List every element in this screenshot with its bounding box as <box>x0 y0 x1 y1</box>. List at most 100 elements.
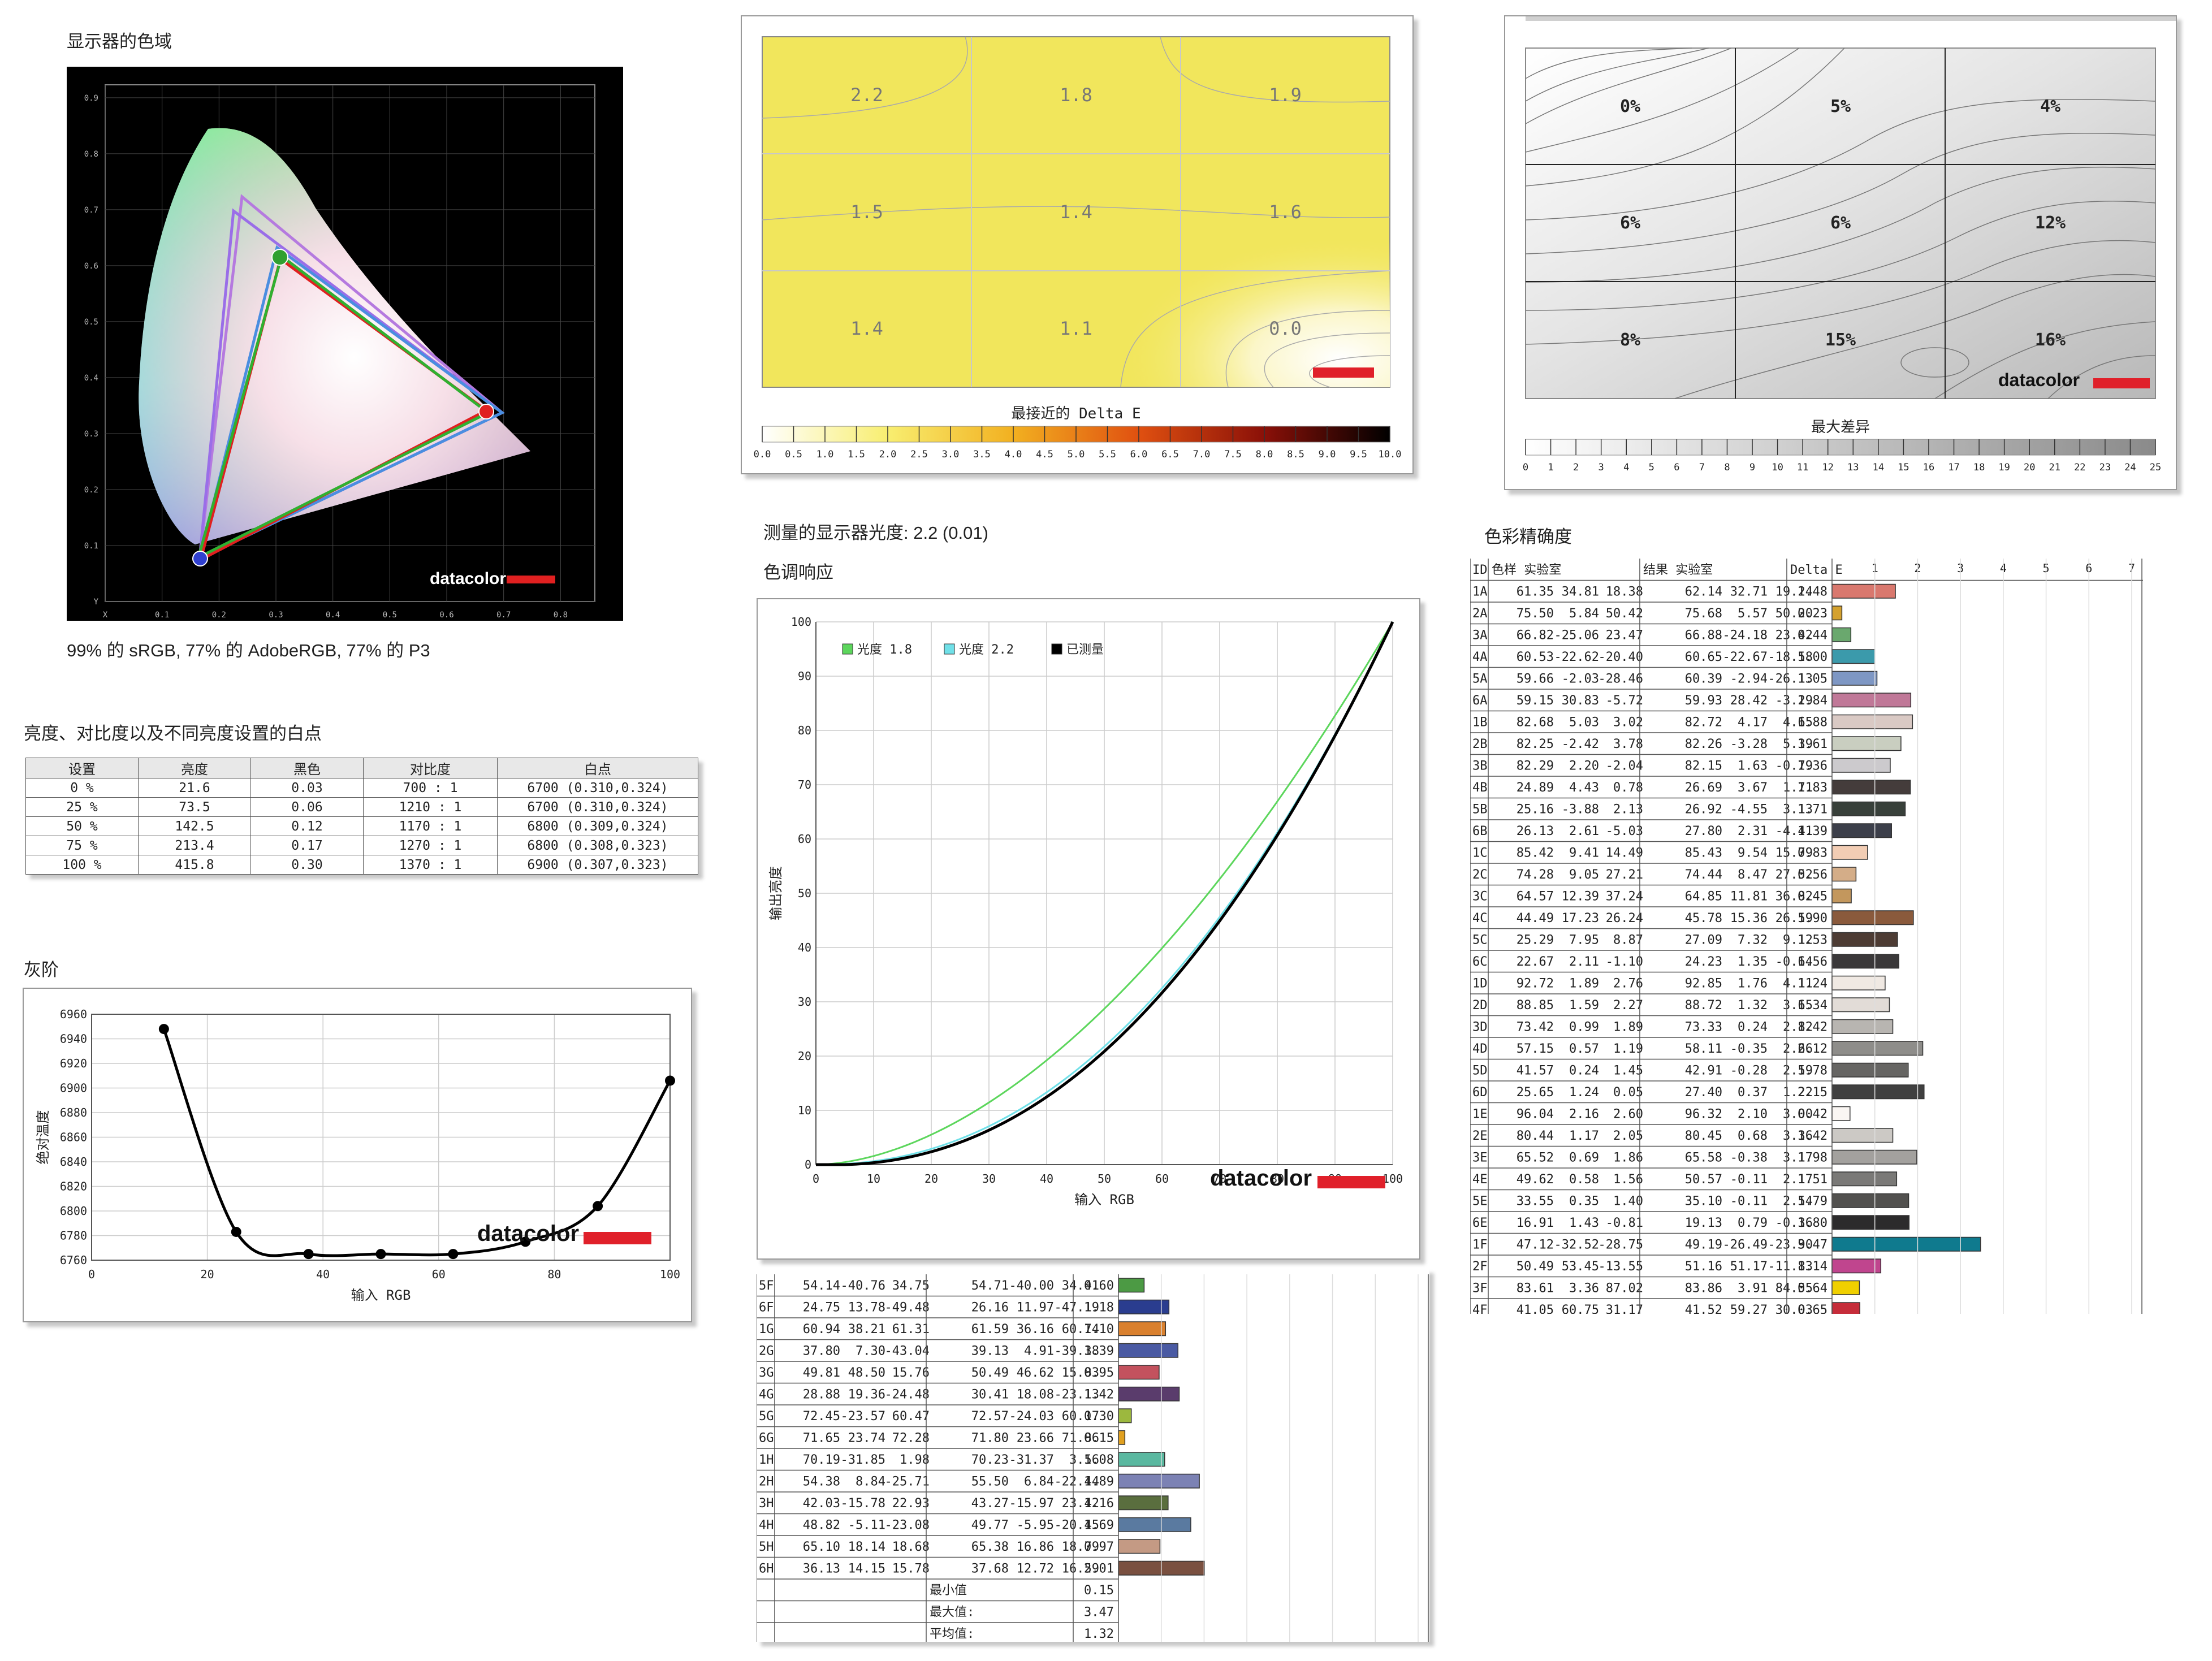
accuracy-delta-e: 1.71 <box>1798 803 1828 817</box>
accuracy-result-value: 82.15 <box>1685 759 1722 773</box>
tone-y-tick: 80 <box>798 724 811 737</box>
grayscale-axes: 0 20 40 60 80 100 6760 6780 6800 6820 6840 6860 6880… <box>35 1007 680 1303</box>
tone-x-tick: 30 <box>982 1172 996 1186</box>
accuracy-delta-e: 1.16 <box>1084 1496 1114 1511</box>
accuracy-sample-value: 17.23 <box>1562 911 1599 925</box>
accuracy-result-value: 12.72 <box>1017 1562 1054 1576</box>
tone-y-tick: 70 <box>798 778 811 791</box>
brightness-cell: 0.03 <box>250 778 364 798</box>
accuracy-chart-continued: 5F 54.14 54.71 -40.76 -40.00 34.75 34.410.60 6F… <box>757 1274 1429 1642</box>
accuracy-id: 4C <box>1472 911 1488 925</box>
accuracy-bar <box>1831 823 1892 838</box>
tone-x-label: 输入 RGB <box>1074 1192 1134 1208</box>
accuracy-result-value: 9.54 <box>1738 846 1768 860</box>
gamut-y-tick: 0.2 <box>84 486 98 495</box>
accuracy-result-value: -0.38 <box>1730 1151 1768 1165</box>
uniformity-legend-label: 9.5 <box>1350 449 1367 460</box>
uniformity-legend-label: 6.0 <box>1130 449 1148 460</box>
accuracy-sample-value: -15.78 <box>841 1496 885 1511</box>
gamut-chart: X 0.1 0.2 0.3 0.4 0.5 0.6 0.7 0.8 Y 0.1 0.2 0.3 0.4 0.… <box>67 67 623 621</box>
accuracy-sample-value: 64.57 <box>1517 890 1554 904</box>
accuracy-result-value: 60.39 <box>1685 672 1722 686</box>
grayscale-y-tick: 6880 <box>60 1106 87 1119</box>
accuracy-bar <box>1831 954 1899 969</box>
accuracy-result-value: 4.91 <box>1024 1344 1054 1359</box>
accuracy-bar <box>1831 975 1886 990</box>
srgb-triangle <box>197 245 505 561</box>
accuracy-delta-e: 0.23 <box>1798 607 1828 621</box>
brightness-header: 白点 <box>497 758 698 778</box>
accuracy-bar <box>1831 801 1906 816</box>
accuracy-sample-value: 1.89 <box>1613 1020 1643 1035</box>
color-accuracy-title: 色彩精确度 <box>1484 527 1572 547</box>
accuracy-result-value: 3.00 <box>1783 1108 1813 1122</box>
max-diff-value: 6% <box>1830 213 1851 233</box>
accuracy-result-value: 27.09 <box>1685 933 1722 948</box>
accuracy-delta-e: 0.65 <box>1798 1303 1828 1314</box>
accuracy-result-value: 30.03 <box>1775 1303 1813 1314</box>
brightness-cell: 75 % <box>25 836 139 855</box>
accuracy-result-value: -26.13 <box>1768 672 1813 686</box>
max-diff-contours <box>1525 47 2156 399</box>
uniformity-legend-label: 2.5 <box>910 449 928 460</box>
accuracy-summary-label: 平均值: <box>930 1627 974 1641</box>
accuracy-result-value: -26.49 <box>1723 1238 1768 1252</box>
accuracy-result-value: 0.68 <box>1738 1129 1768 1143</box>
accuracy-id: 4H <box>759 1519 774 1533</box>
accuracy-table-continued: 5F 54.14 54.71 -40.76 -40.00 34.75 34.41 0.60 6F… <box>757 1269 1429 1642</box>
accuracy-sample-value: 0.57 <box>1569 1042 1599 1056</box>
accuracy-result-value: 82.72 <box>1685 716 1722 730</box>
accuracy-sample-value: 2.11 <box>1569 955 1599 969</box>
grayscale-x-tick: 100 <box>660 1268 680 1281</box>
accuracy-result-value: 2.17 <box>1783 1173 1813 1187</box>
accuracy-sample-value: 38.21 <box>848 1322 885 1336</box>
accuracy-result-value: 24.23 <box>1685 955 1722 969</box>
accuracy-result-value: -4.55 <box>1730 803 1768 817</box>
accuracy-result-value: 36.16 <box>1017 1322 1054 1336</box>
accuracy-sample-value: 85.42 <box>1517 846 1554 860</box>
accuracy-id: 1F <box>1472 1238 1488 1252</box>
accuracy-result-value: 88.72 <box>1685 998 1722 1013</box>
accuracy-bar <box>1831 1193 1909 1208</box>
gamut-x-tick: 0.8 <box>554 611 568 620</box>
accuracy-result-value: -18.58 <box>1768 650 1813 664</box>
accuracy-delta-e: 1.14 <box>1798 1260 1828 1274</box>
uniformity-legend-label: 10.0 <box>1379 449 1402 460</box>
uniformity-value: 1.4 <box>850 318 883 339</box>
accuracy-sample-value: -28.46 <box>1598 672 1643 686</box>
accuracy-bar <box>1118 1343 1178 1358</box>
accuracy-id: 4A <box>1472 650 1488 664</box>
tone-y-tick: 50 <box>798 886 811 900</box>
max-diff-legend-label: 13 <box>1847 462 1859 473</box>
accuracy-result-value: 60.65 <box>1685 650 1722 664</box>
accuracy-result-value: -2.94 <box>1730 672 1768 686</box>
grayscale-x-label: 输入 RGB <box>351 1287 411 1303</box>
accuracy-result-value: 19.13 <box>1685 1216 1722 1230</box>
tone-series-line <box>816 621 1394 1166</box>
accuracy-sample-value: -32.52 <box>1554 1238 1599 1252</box>
uniformity-hotspot <box>762 37 1390 387</box>
accuracy-bar <box>1831 1171 1898 1187</box>
accuracy-result-value: -39.38 <box>1055 1344 1099 1359</box>
accuracy-delta-e: 1.53 <box>1798 933 1828 948</box>
grayscale-x-tick: 80 <box>547 1268 561 1281</box>
accuracy-sample-value: 1.40 <box>1613 1195 1643 1209</box>
accuracy-result-value: -0.28 <box>1730 1064 1768 1078</box>
uniformity-value: 1.5 <box>850 201 883 223</box>
measured-triangle-green <box>196 253 491 560</box>
tone-y-tick: 20 <box>798 1049 811 1063</box>
max-diff-legend-bar <box>1525 439 2156 456</box>
tone-x-tick: 10 <box>867 1172 880 1186</box>
tone-legend-label: 光度 2.2 <box>959 643 1014 657</box>
gamut-y-tick: 0.1 <box>84 542 98 551</box>
gamut-brand-bar <box>507 576 555 583</box>
accuracy-delta-e: 1.00 <box>1798 650 1828 664</box>
accuracy-sample-value: 82.68 <box>1517 716 1554 730</box>
max-diff-legend-label: 15 <box>1898 462 1909 473</box>
max-diff-legend-label: 3 <box>1598 462 1604 473</box>
brightness-cell: 142.5 <box>138 816 251 836</box>
accuracy-sample-value: 2.16 <box>1569 1108 1599 1122</box>
accuracy-sample-value: 2.60 <box>1613 1108 1643 1122</box>
accuracy-bar <box>1118 1408 1132 1424</box>
accuracy-bar <box>1831 1084 1925 1100</box>
